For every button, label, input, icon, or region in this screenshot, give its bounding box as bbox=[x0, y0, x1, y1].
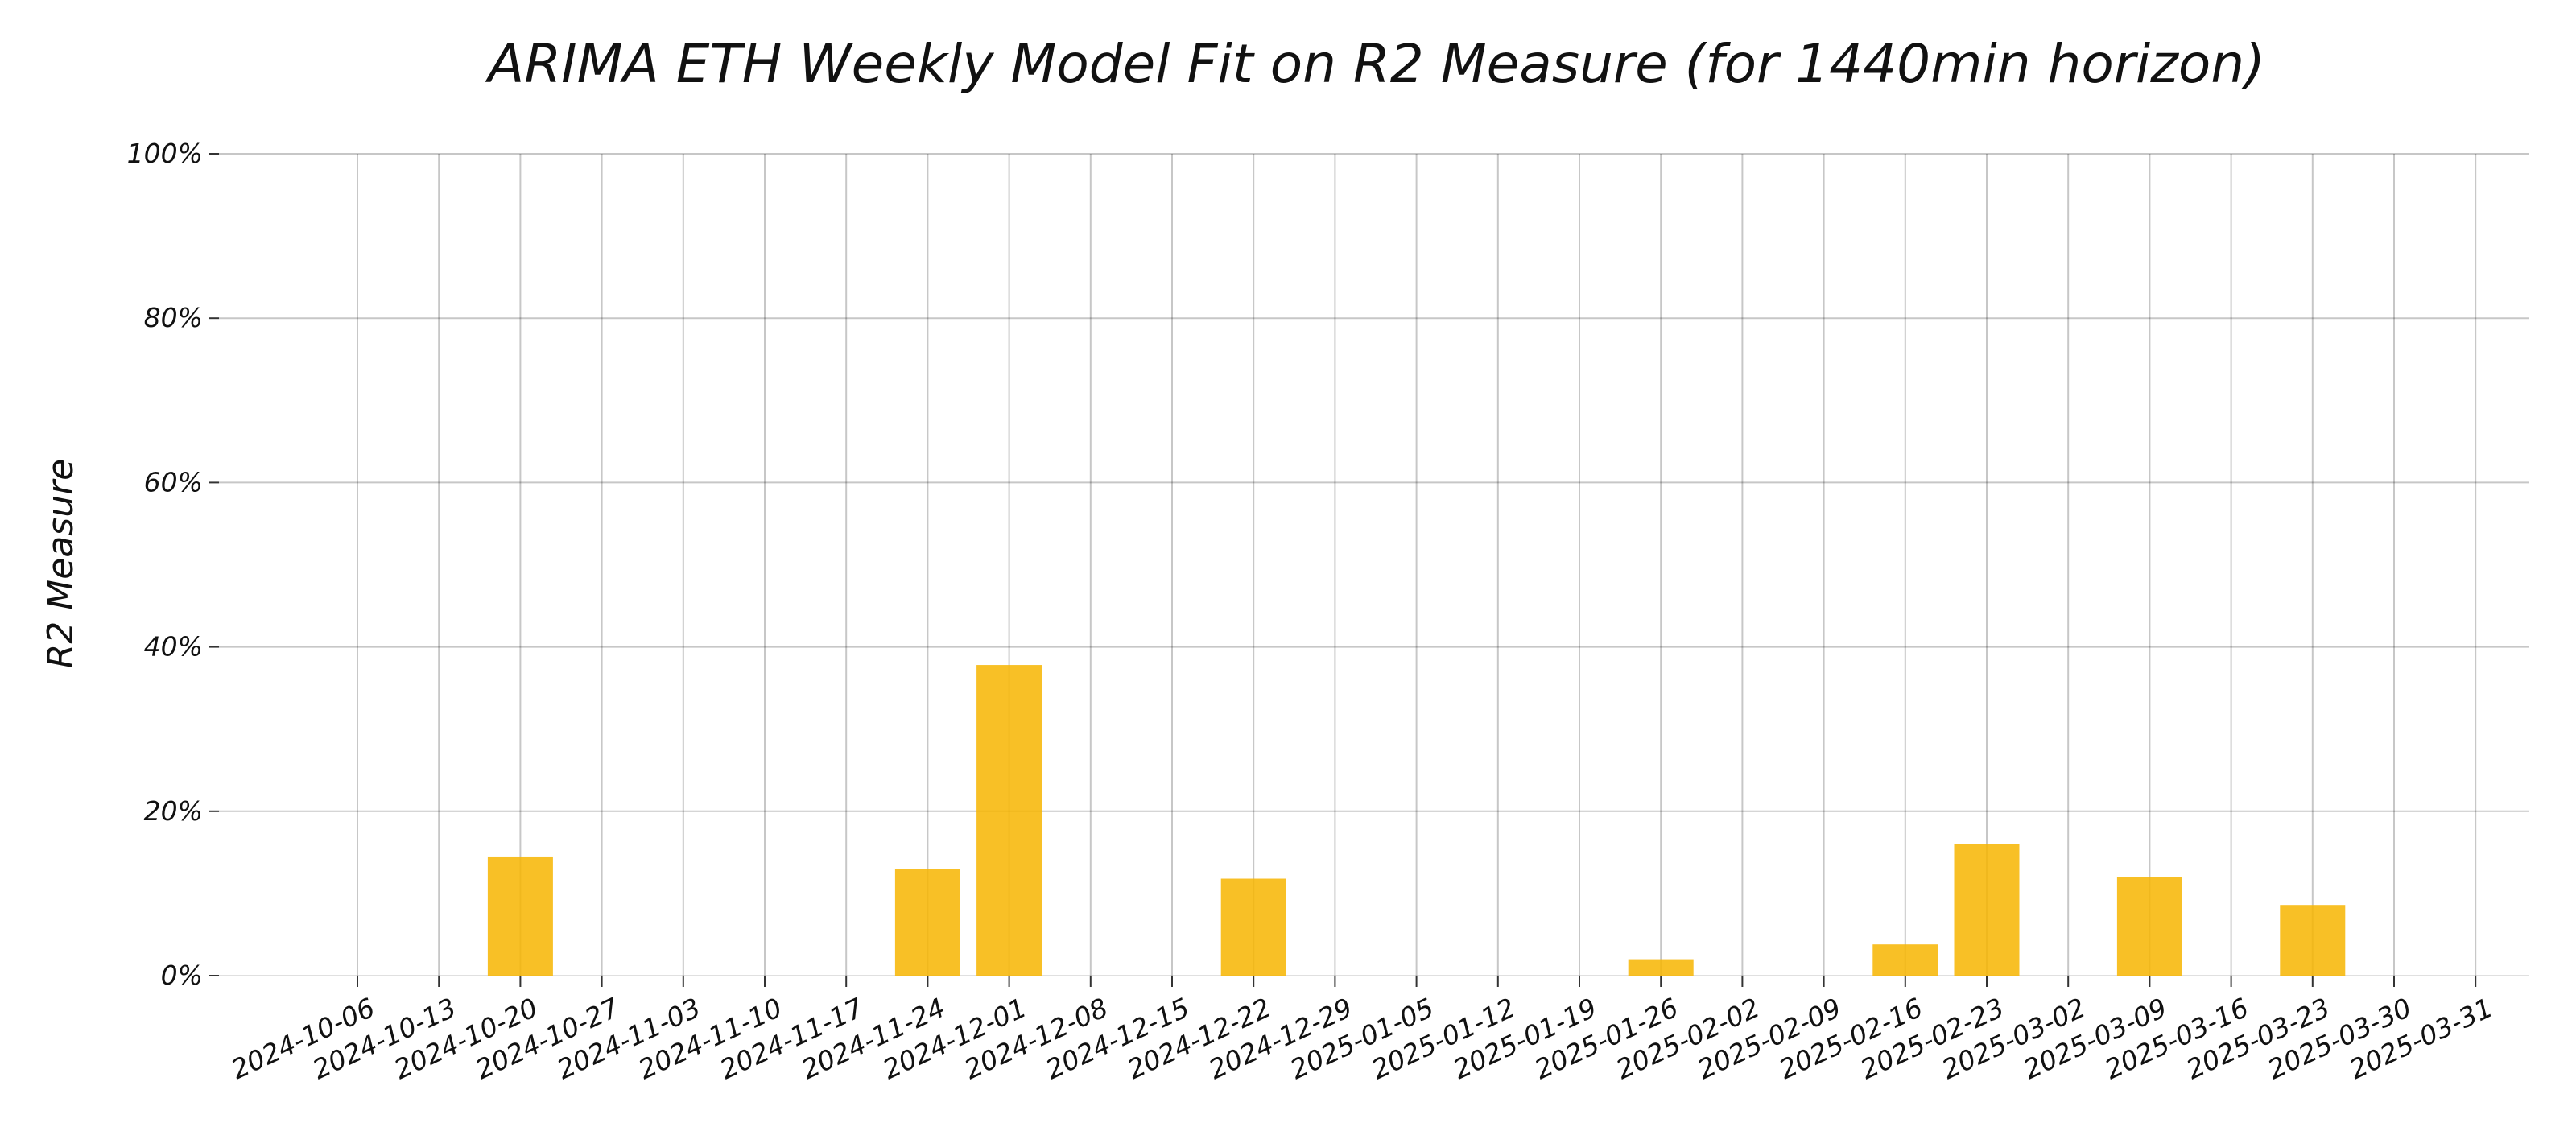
chart-title: ARIMA ETH Weekly Model Fit on R2 Measure… bbox=[485, 33, 2265, 95]
y-tick-label: 60% bbox=[144, 466, 203, 497]
bar-2025-03-23 bbox=[2280, 905, 2346, 976]
y-tick-label: 100% bbox=[127, 138, 203, 169]
bar-2025-03-09 bbox=[2116, 877, 2182, 976]
x-axis-ticks: 2024-10-062024-10-132024-10-202024-10-27… bbox=[226, 976, 2498, 1085]
bar-2024-12-01 bbox=[976, 665, 1042, 976]
y-axis-ticks: 0% 20% 40% 60% 80% 100% bbox=[127, 138, 219, 991]
y-tick-label: 20% bbox=[144, 795, 203, 827]
bar-2024-10-20 bbox=[487, 856, 553, 976]
bar-2025-02-23 bbox=[1954, 844, 2020, 976]
bars bbox=[487, 665, 2346, 976]
y-tick-label: 0% bbox=[161, 960, 203, 991]
y-tick-label: 40% bbox=[144, 631, 203, 663]
bar-2025-02-16 bbox=[1872, 944, 1938, 976]
y-axis-label: R2 Measure bbox=[40, 459, 81, 669]
grid bbox=[219, 153, 2529, 976]
y-tick-label: 80% bbox=[144, 302, 203, 333]
bar-2025-01-26 bbox=[1628, 959, 1694, 976]
bar-2024-11-24 bbox=[894, 869, 960, 976]
bar-2024-12-22 bbox=[1220, 878, 1286, 976]
